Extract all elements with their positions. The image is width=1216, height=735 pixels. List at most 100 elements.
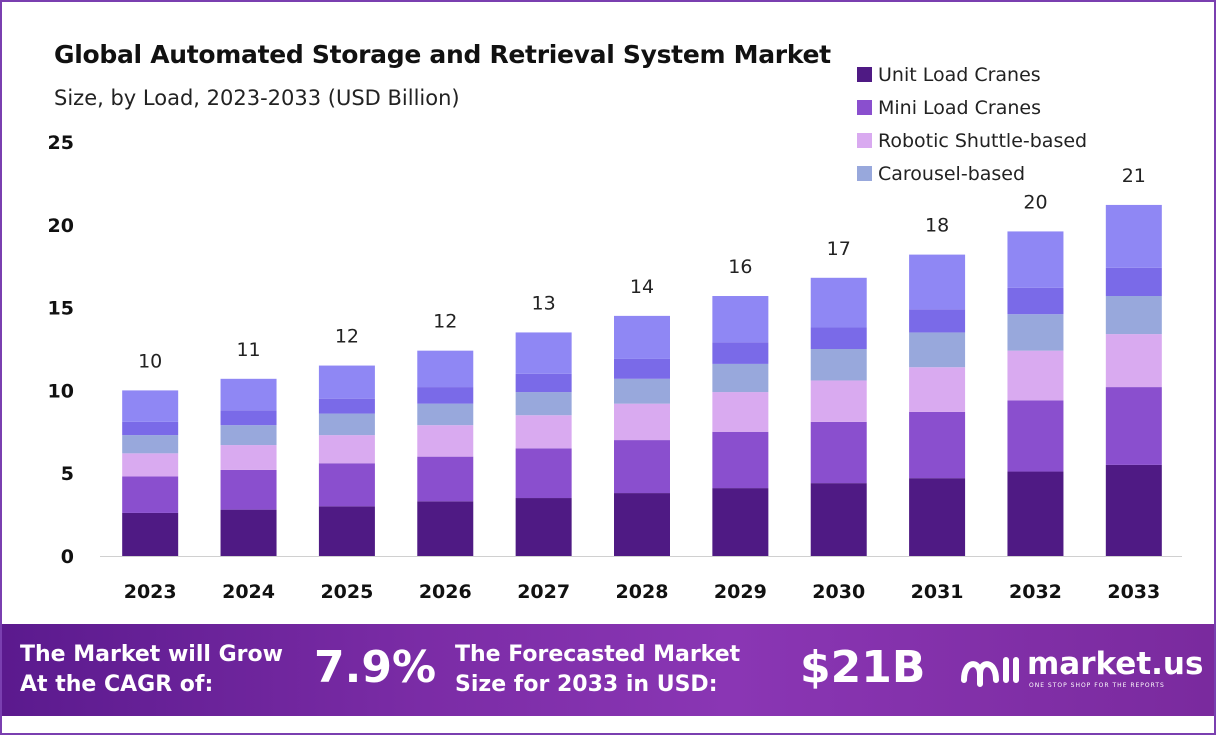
bar-segment-2028-3 (614, 378, 670, 404)
bar-segment-2026-3 (417, 403, 474, 426)
bar-segment-2023-2 (122, 453, 179, 477)
bar-segment-2026-5 (417, 350, 474, 388)
bar-segment-2029-0 (712, 488, 769, 556)
bar-segment-2026-0 (417, 501, 474, 556)
bar-segment-2028-0 (614, 493, 670, 556)
bar-segment-2026-2 (417, 425, 474, 457)
x-tick-label-2032: 2032 (1009, 581, 1062, 603)
bar-segment-2033-3 (1105, 296, 1162, 335)
bar-segment-2030-2 (810, 380, 867, 422)
stacked-bar-chart: 0510152025102023112024122025122026132027… (48, 132, 1182, 603)
x-tick-label-2029: 2029 (714, 581, 767, 603)
bar-segment-2030-5 (810, 277, 867, 328)
legend-item-carousel: Carousel-based (857, 157, 1087, 190)
bar-segment-2031-3 (909, 332, 966, 368)
bar-segment-2032-5 (1007, 231, 1064, 288)
bar-segment-2023-5 (122, 390, 179, 422)
total-label-2030: 17 (827, 238, 851, 260)
bar-segment-2025-4 (318, 398, 375, 414)
x-tick-label-2025: 2025 (320, 581, 373, 603)
bar-segment-2033-2 (1105, 334, 1162, 388)
legend-label-robotic-shuttle: Robotic Shuttle-based (878, 129, 1088, 152)
total-label-2028: 14 (630, 276, 654, 298)
total-label-2025: 12 (335, 326, 359, 348)
x-tick-label-2027: 2027 (517, 581, 570, 603)
legend-item-robotic-shuttle: Robotic Shuttle-based (857, 124, 1087, 157)
chart-title: Global Automated Storage and Retrieval S… (54, 40, 831, 69)
x-tick-label-2028: 2028 (616, 581, 669, 603)
y-tick-label: 20 (48, 215, 74, 237)
bar-segment-2024-3 (220, 425, 277, 446)
bar-segment-2030-1 (810, 421, 867, 484)
bar-segment-2031-4 (909, 309, 966, 333)
cagr-label-line1: The Market will Grow (20, 642, 283, 667)
bar-segment-2024-5 (220, 378, 277, 411)
legend-swatch-mini-load (857, 100, 872, 115)
legend-label-unit-load: Unit Load Cranes (878, 63, 1041, 86)
bar-segment-2028-1 (614, 440, 670, 494)
y-tick-label: 5 (61, 463, 74, 485)
footer-banner: The Market will Grow At the CAGR of: 7.9… (2, 624, 1214, 716)
bar-segment-2031-1 (909, 411, 966, 479)
bar-segment-2025-1 (318, 463, 375, 507)
legend-item-mini-load: Mini Load Cranes (857, 91, 1087, 124)
x-tick-label-2023: 2023 (124, 581, 177, 603)
total-label-2024: 11 (236, 339, 260, 361)
bar-segment-2029-2 (712, 392, 769, 432)
y-tick-label: 25 (48, 132, 74, 154)
bar-segment-2027-2 (515, 415, 572, 449)
total-label-2023: 10 (138, 350, 162, 372)
legend-item-unit-load: Unit Load Cranes (857, 58, 1087, 91)
legend-swatch-robotic-shuttle (857, 133, 872, 148)
bar-segment-2028-5 (614, 315, 670, 359)
bar-segment-2030-0 (810, 483, 867, 556)
logo-tagline: ONE STOP SHOP FOR THE REPORTS (1029, 682, 1165, 689)
bar-segment-2027-0 (515, 498, 572, 556)
bar-segment-2025-5 (318, 365, 375, 399)
bar-segment-2031-5 (909, 254, 966, 310)
bar-segment-2032-4 (1007, 287, 1064, 315)
bar-segment-2024-2 (220, 445, 277, 470)
bar-segment-2029-3 (712, 363, 769, 393)
bar-segment-2033-0 (1105, 464, 1162, 556)
bar-segment-2025-2 (318, 435, 375, 464)
bar-segment-2031-2 (909, 367, 966, 412)
bar-segment-2027-4 (515, 373, 572, 393)
bar-segment-2030-3 (810, 349, 867, 381)
total-label-2033: 21 (1122, 165, 1146, 187)
bar-segment-2032-1 (1007, 400, 1064, 472)
bar-segment-2023-1 (122, 476, 179, 513)
bar-segment-2033-1 (1105, 387, 1162, 465)
bar-segment-2032-3 (1007, 314, 1064, 351)
chart-subtitle: Size, by Load, 2023-2033 (USD Billion) (54, 86, 460, 110)
bar-segment-2031-0 (909, 478, 966, 556)
bar-segment-2023-4 (122, 421, 179, 436)
legend-swatch-unit-load (857, 67, 872, 82)
bar-segment-2024-4 (220, 410, 277, 426)
x-tick-label-2030: 2030 (812, 581, 865, 603)
legend: Unit Load Cranes Mini Load Cranes Roboti… (857, 58, 1087, 190)
forecast-label-line1: The Forecasted Market (455, 642, 741, 667)
cagr-label: The Market will Grow At the CAGR of: (20, 640, 283, 700)
total-label-2027: 13 (532, 292, 556, 314)
bar-segment-2027-3 (515, 392, 572, 416)
y-tick-label: 0 (61, 546, 74, 568)
x-tick-label-2026: 2026 (419, 581, 472, 603)
total-label-2031: 18 (925, 215, 949, 237)
cagr-label-line2: At the CAGR of: (20, 672, 214, 697)
bar-segment-2023-3 (122, 435, 179, 454)
bar-segment-2024-0 (220, 509, 277, 556)
total-label-2029: 16 (728, 256, 752, 278)
legend-swatch-carousel (857, 166, 872, 181)
bar-segment-2030-4 (810, 327, 867, 349)
legend-label-carousel: Carousel-based (878, 162, 1026, 185)
x-tick-label-2031: 2031 (911, 581, 964, 603)
bar-segment-2026-1 (417, 456, 474, 502)
bar-segment-2025-3 (318, 413, 375, 436)
market-us-logo-icon (961, 657, 1019, 687)
bar-segment-2024-1 (220, 469, 277, 510)
bar-segment-2029-4 (712, 342, 769, 364)
x-tick-label-2033: 2033 (1107, 581, 1160, 603)
bar-segment-2032-0 (1007, 471, 1064, 556)
total-label-2026: 12 (433, 311, 457, 333)
